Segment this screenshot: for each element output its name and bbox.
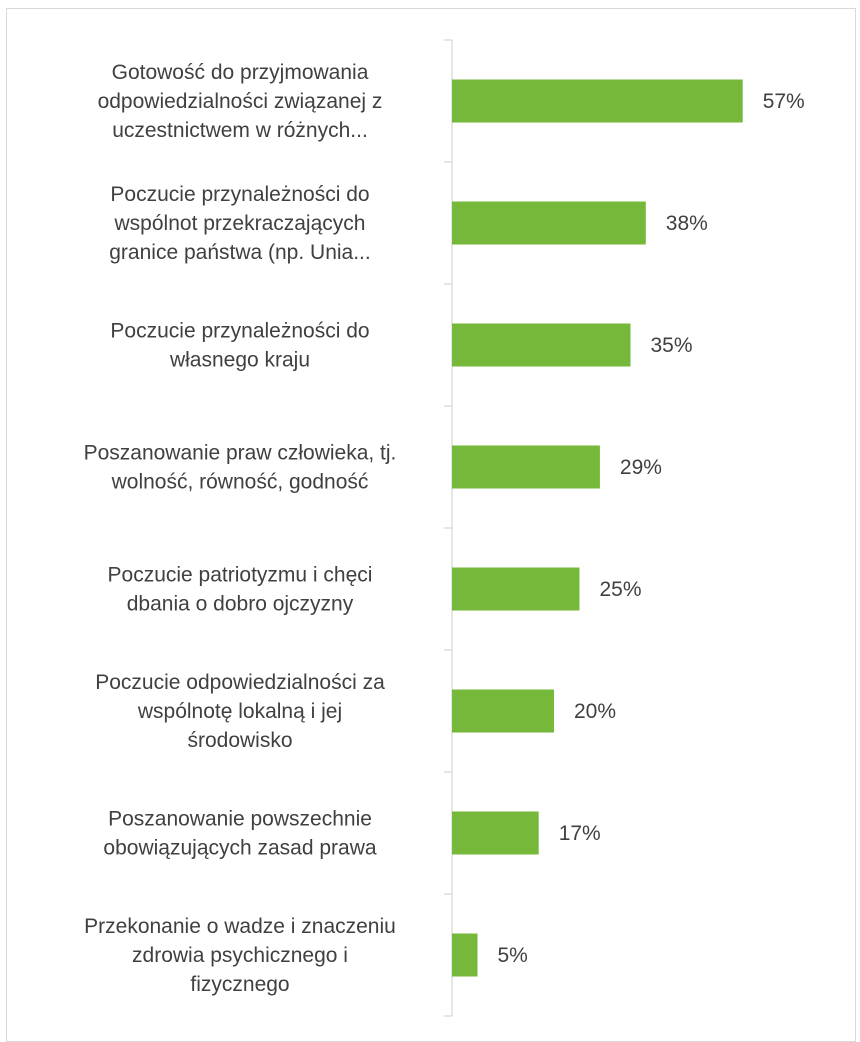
bars-layer	[452, 79, 743, 977]
bar	[452, 567, 580, 611]
category-label-line: fizycznego	[190, 973, 289, 996]
labels-layer: 57% Gotowość do przyjmowania odpowiedzialn…	[84, 61, 805, 996]
category-label-line: granice państwa (np. Unia...	[109, 241, 370, 264]
category-label-line: własnego kraju	[169, 349, 310, 372]
category-label-line: dbania o dobro ojczyzny	[127, 593, 354, 616]
category-label-line: Poszanowanie powszechnie	[108, 808, 372, 831]
category-label: Poszanowanie powszechnie obowiązujących z…	[103, 808, 376, 860]
category-label-line: Poczucie przynależności do	[110, 183, 369, 206]
bar	[452, 811, 539, 855]
bar	[452, 79, 743, 123]
data-label: 5%	[498, 944, 528, 967]
bar	[452, 689, 554, 733]
bar	[452, 445, 600, 489]
data-label: 35%	[651, 334, 693, 357]
category-label-line: Poczucie odpowiedzialności za	[95, 671, 385, 694]
category-label-line: środowisko	[187, 729, 292, 752]
category-label-line: obowiązujących zasad prawa	[103, 837, 376, 860]
chart-frame	[6, 8, 856, 1042]
data-label: 25%	[600, 578, 642, 601]
category-label: Poczucie odpowiedzialności za wspólnotę l…	[95, 671, 385, 752]
category-label: Poczucie patriotyzmu i chęci dbania o dob…	[108, 564, 373, 616]
category-label-line: odpowiedzialności związanej z	[98, 90, 383, 113]
axis-layer	[444, 39, 453, 1017]
category-label-line: wolność, równość, godność	[111, 471, 369, 494]
category-label-line: wspólnotę lokalną i jej	[137, 700, 342, 723]
bar	[452, 933, 478, 977]
bar	[452, 201, 646, 245]
category-label-line: wspólnot przekraczających	[114, 212, 366, 235]
category-label: Poszanowanie praw człowieka, tj. wolność,…	[84, 442, 397, 494]
data-label: 29%	[620, 456, 662, 479]
category-label-line: Przekonanie o wadze i znaczeniu	[84, 915, 396, 938]
bar	[452, 323, 631, 367]
data-label: 57%	[763, 90, 805, 113]
category-label-line: Poszanowanie praw człowieka, tj.	[84, 442, 397, 465]
data-label: 20%	[574, 700, 616, 723]
category-label: Poczucie przynależności do wspólnot przek…	[109, 183, 370, 264]
category-label-line: zdrowia psychicznego i	[132, 944, 348, 967]
data-label: 38%	[666, 212, 708, 235]
category-label-line: uczestnictwem w różnych...	[112, 119, 368, 142]
category-label: Przekonanie o wadze i znaczeniu zdrowia p…	[84, 915, 396, 996]
category-label: Gotowość do przyjmowania odpowiedzialnośc…	[98, 61, 383, 142]
category-label-line: Poczucie patriotyzmu i chęci	[108, 564, 373, 587]
category-label-line: Poczucie przynależności do	[110, 320, 369, 343]
data-label: 17%	[559, 822, 601, 845]
category-label: Poczucie przynależności do własnego kraju	[110, 320, 369, 372]
category-label-line: Gotowość do przyjmowania	[112, 61, 369, 84]
